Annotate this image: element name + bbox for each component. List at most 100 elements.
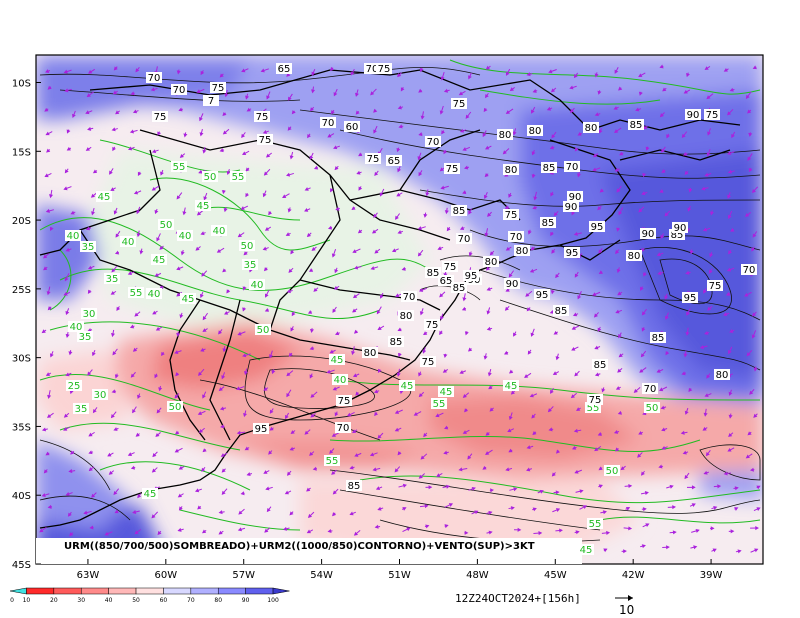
wind-vector-head: [218, 530, 223, 535]
wind-vector-head: [358, 152, 363, 157]
wind-vector-head: [665, 351, 670, 356]
wind-vector-head: [196, 89, 201, 94]
wind-vector-head: [159, 245, 164, 250]
wind-vector-head: [598, 466, 603, 471]
contour-label-bg: [171, 161, 187, 172]
wind-vector-head: [413, 412, 418, 416]
wind-vector-head: [747, 431, 752, 436]
wind-vector-head: [334, 268, 339, 274]
wind-vector-head: [110, 290, 115, 295]
wind-vector-head: [87, 126, 92, 131]
wind-vector-head: [304, 430, 309, 435]
wind-vector-head: [240, 206, 245, 210]
wind-vector-head: [65, 310, 70, 316]
wind-vector-head: [265, 153, 271, 158]
wind-vector-head: [727, 447, 732, 452]
wind-vector-head: [684, 474, 689, 480]
wind-vector-head: [406, 527, 411, 532]
wind-vector-head: [546, 106, 552, 111]
wind-vector-head: [748, 132, 753, 137]
wind-vector-head: [428, 485, 433, 490]
contour-label-bg: [483, 256, 499, 267]
wind-vector-head: [243, 251, 248, 256]
wind-vector-head: [683, 353, 688, 358]
wind-vector-head: [154, 273, 159, 277]
colorbar-segment: [53, 587, 82, 595]
wind-vector-head: [643, 272, 647, 277]
wind-vector-head: [691, 503, 696, 507]
wind-vector-head: [462, 297, 467, 302]
wind-vector-head: [681, 133, 686, 139]
wind-vector-head: [45, 69, 50, 73]
contour-label-bg: [438, 275, 454, 286]
wind-vector-head: [509, 369, 514, 374]
wind-vector-head: [263, 470, 268, 474]
low-humidity-contour-label: 45: [401, 381, 414, 392]
wind-vector-head: [156, 409, 161, 414]
lat-tick-label: 45S: [12, 560, 31, 571]
wind-vector-head: [659, 387, 664, 392]
wind-vector-head: [749, 390, 754, 395]
contour-label-bg: [587, 518, 603, 529]
wind-vector-head: [507, 428, 512, 433]
wind-vector-head: [41, 427, 47, 432]
wind-vector-head: [436, 473, 441, 477]
wind-vector-head: [571, 326, 576, 330]
low-humidity-contour-label: 55: [130, 288, 143, 299]
wind-vector-head: [539, 489, 544, 494]
wind-vector-head: [222, 111, 227, 117]
wind-vector-head: [666, 545, 670, 550]
wind-vector-head: [468, 347, 473, 352]
wind-vector-head: [577, 131, 582, 136]
wind-vector-head: [617, 291, 622, 296]
contour-label-bg: [424, 319, 440, 330]
wind-vector-head: [616, 227, 621, 232]
wind-vector-head: [86, 93, 91, 98]
contour-label-bg: [672, 222, 688, 233]
wind-vector-head: [373, 108, 378, 113]
wind-vector-head: [685, 270, 690, 275]
wind-vector-head: [394, 427, 400, 432]
low-humidity-contour-label: 40: [334, 375, 347, 386]
wind-vector-head: [397, 327, 402, 332]
wind-vector-head: [533, 196, 538, 201]
wind-vector-head: [638, 73, 643, 78]
lon-tick-label: 42W: [622, 570, 645, 581]
wind-vector-head: [154, 374, 159, 379]
contour-label-bg: [167, 401, 183, 412]
wind-vector-head: [271, 369, 276, 375]
wind-vector-head: [603, 548, 608, 553]
wind-vector-head: [199, 132, 204, 137]
wind-vector-head: [712, 548, 717, 553]
wind-vector-head: [87, 371, 92, 376]
humidity-contour-label: 80: [505, 165, 518, 176]
humidity-contour-label: 85: [390, 337, 403, 348]
wind-vector-head: [262, 193, 267, 198]
wind-vector-head: [176, 332, 181, 337]
wind-vector-head: [464, 165, 469, 170]
humidity-contour-label: 70: [148, 73, 161, 84]
colorbar-tick-label: 30: [77, 597, 86, 604]
wind-vector-head: [661, 169, 666, 173]
wind-vector-head: [216, 248, 222, 253]
wind-vector-head: [661, 427, 666, 432]
wind-vector-head: [269, 426, 274, 431]
lat-tick-label: 35S: [12, 422, 31, 433]
wind-vector-head: [483, 107, 488, 113]
wind-vector-head: [221, 490, 226, 495]
wind-vector-head: [373, 389, 379, 394]
wind-vector-head: [440, 185, 445, 190]
colorbar-segment: [135, 587, 164, 595]
wind-vector-head: [573, 231, 578, 236]
wind-vector-head: [286, 372, 291, 377]
wind-vector-head: [602, 510, 607, 515]
wind-vector-head: [730, 227, 735, 232]
wind-vector-head: [370, 91, 375, 96]
contour-label-bg: [128, 287, 144, 298]
wind-vector-head: [685, 331, 690, 336]
contour-label-bg: [96, 191, 112, 202]
wind-vector-head: [553, 212, 558, 217]
wind-vector-head: [43, 469, 48, 474]
wind-vector-head: [471, 486, 476, 491]
wind-vector-head: [508, 193, 512, 198]
